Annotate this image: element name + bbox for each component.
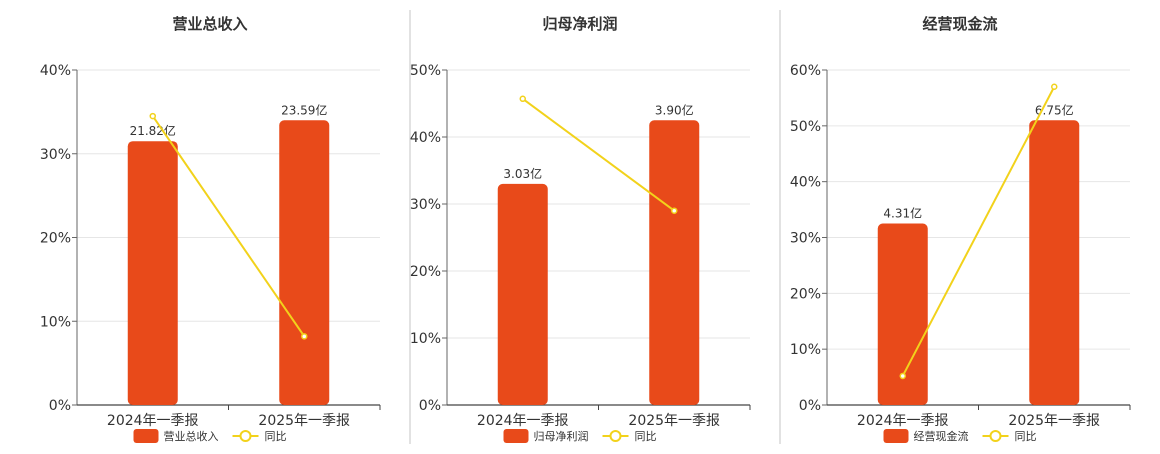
x-tick-label: 2024年一季报 — [477, 413, 569, 429]
legend-swatch-bar — [503, 429, 529, 443]
legend-label: 同比 — [1015, 430, 1037, 443]
x-tick-label: 2024年一季报 — [857, 413, 949, 429]
yoy-point — [301, 333, 308, 340]
bar-value-label: 21.82亿 — [130, 123, 176, 138]
yoy-line — [901, 86, 1056, 377]
chart-title: 营业总收入 — [172, 15, 247, 33]
bar-value-label: 4.31亿 — [883, 206, 922, 221]
yoy-point — [519, 95, 526, 103]
y-tick-label: 0% — [419, 398, 441, 414]
bar — [497, 183, 548, 405]
legend-swatch-bar — [883, 429, 909, 443]
yoy-line — [151, 115, 306, 337]
bar-value-label: 3.03亿 — [503, 166, 542, 181]
x-tick-label: 2024年一季报 — [107, 413, 199, 429]
bar-value-label: 6.75亿 — [1035, 102, 1074, 117]
y-tick-label: 40% — [410, 130, 441, 146]
x-tick-label: 2025年一季报 — [628, 413, 720, 429]
bar — [1029, 120, 1080, 405]
legend-swatch-point — [609, 430, 622, 442]
y-tick-label: 60% — [790, 63, 821, 79]
legend-label: 经营现金流 — [914, 429, 969, 443]
legend-swatch-bar — [133, 429, 159, 443]
y-tick-label: 30% — [40, 147, 71, 163]
y-tick-label: 10% — [40, 314, 71, 330]
y-tick-label: 50% — [790, 119, 821, 135]
y-tick-label: 10% — [410, 331, 441, 347]
legend-label: 同比 — [265, 430, 287, 443]
legend-swatch-point — [239, 430, 252, 442]
y-tick-label: 30% — [410, 197, 441, 213]
yoy-point — [671, 207, 678, 214]
y-tick-label: 50% — [410, 63, 441, 79]
y-tick-label: 0% — [49, 398, 71, 414]
y-tick-label: 20% — [410, 264, 441, 280]
y-tick-label: 20% — [790, 286, 821, 302]
yoy-point — [899, 372, 906, 380]
y-tick-label: 30% — [790, 231, 821, 247]
x-tick-label: 2025年一季报 — [1008, 413, 1100, 429]
legend-label: 归母净利润 — [534, 429, 589, 443]
y-tick-label: 20% — [40, 231, 71, 247]
bar — [127, 141, 178, 405]
bar — [877, 223, 928, 405]
bar — [649, 120, 700, 405]
y-tick-label: 0% — [799, 398, 821, 414]
yoy-line — [522, 98, 675, 212]
chart-title: 经营现金流 — [922, 15, 997, 33]
chart-title: 归母净利润 — [542, 15, 617, 33]
legend-label: 同比 — [635, 430, 657, 443]
y-tick-label: 40% — [40, 63, 71, 79]
legend-swatch-point — [989, 430, 1002, 442]
bar — [279, 120, 330, 405]
legend-label: 营业总收入 — [164, 429, 219, 443]
x-tick-label: 2025年一季报 — [258, 413, 350, 429]
bar-value-label: 23.59亿 — [281, 102, 327, 117]
yoy-point — [1051, 83, 1058, 90]
y-tick-label: 10% — [790, 342, 821, 358]
y-tick-label: 40% — [790, 175, 821, 191]
yoy-point — [149, 112, 156, 120]
bar-value-label: 3.90亿 — [655, 102, 694, 117]
